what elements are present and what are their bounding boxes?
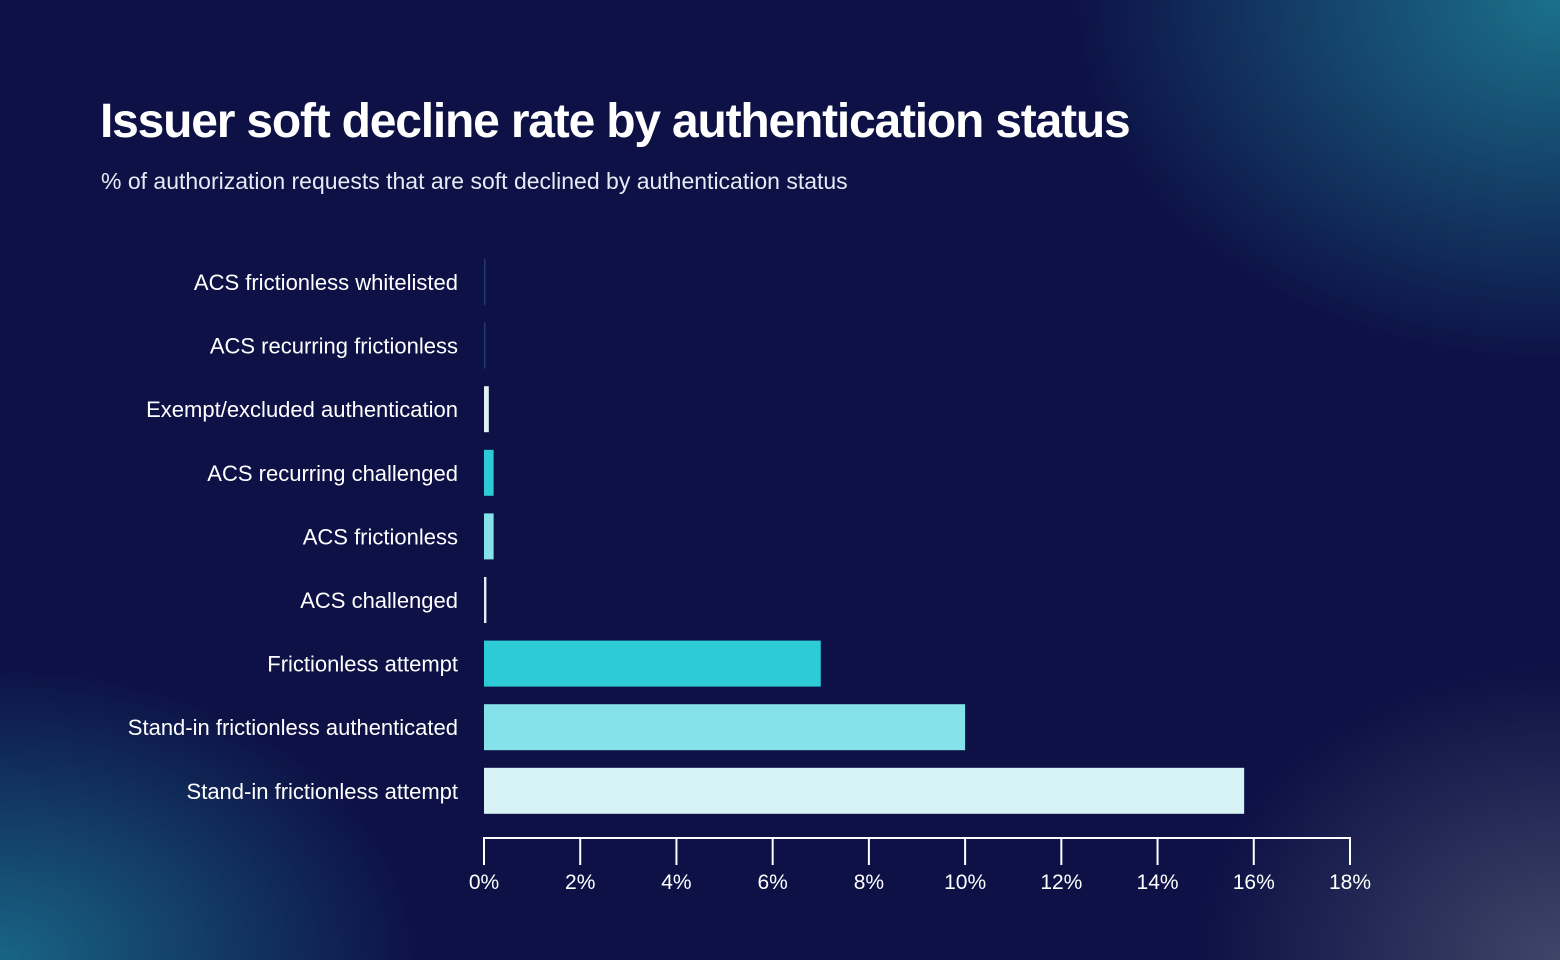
category-label: ACS recurring frictionless [210, 334, 458, 359]
x-tick-label: 10% [944, 871, 986, 894]
chart-subtitle: % of authorization requests that are sof… [101, 168, 848, 194]
chart-title: Issuer soft decline rate by authenticati… [100, 95, 1131, 148]
x-tick-label: 6% [757, 871, 787, 894]
bar-5 [484, 577, 487, 623]
x-tick-label: 8% [854, 871, 884, 894]
category-label: Exempt/excluded authentication [146, 397, 458, 422]
x-tick-label: 12% [1040, 871, 1082, 894]
bar-2 [484, 386, 489, 433]
x-axis: 0% 2% 4% 6% 8% 10% 12% 14% 16% 18% [469, 837, 1371, 894]
x-tick-label: 18% [1329, 871, 1371, 894]
bar-1 [484, 322, 486, 369]
x-tick-label: 2% [565, 871, 595, 894]
x-tick-label: 14% [1137, 871, 1179, 894]
x-tick-label: 0% [469, 871, 499, 894]
bar-8 [484, 767, 1245, 814]
bar-3 [484, 449, 494, 496]
x-tick-label: 16% [1233, 871, 1275, 894]
x-tick-label: 4% [661, 871, 691, 894]
bar-0 [484, 259, 486, 305]
category-label: ACS frictionless whitelisted [194, 270, 458, 295]
bar-6 [484, 640, 821, 687]
category-label: Stand-in frictionless authenticated [128, 715, 458, 740]
bars-group [484, 259, 1245, 814]
bar-4 [484, 513, 494, 560]
category-label: ACS recurring challenged [207, 461, 458, 486]
category-label: ACS frictionless [303, 524, 458, 549]
category-label: Frictionless attempt [267, 652, 458, 677]
bar-7 [484, 704, 966, 751]
category-label: ACS challenged [300, 588, 458, 613]
category-label: Stand-in frictionless attempt [187, 779, 458, 804]
category-labels: ACS frictionless whitelisted ACS recurrin… [128, 270, 458, 804]
